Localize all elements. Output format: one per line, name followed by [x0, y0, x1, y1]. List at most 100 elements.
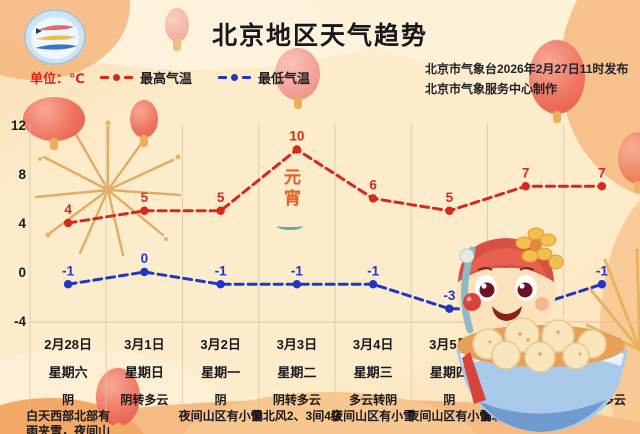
lantern-icon [130, 100, 158, 138]
day-date-label: 3月5日 [429, 337, 470, 352]
high-temp-point [140, 206, 149, 215]
day-weekday-label: 星期五 [506, 365, 546, 380]
low-temp-value-label: -1 [596, 263, 608, 278]
day-weekday-label: 星期三 [353, 365, 393, 380]
forecast-day-column: 3月1日星期日阴转多云 [106, 334, 182, 434]
high-temp-point [368, 194, 378, 203]
issue-line-1: 北京市气象台2026年2月27日11时发布 [425, 62, 629, 76]
forecast-day-column: 3月5日 星期四阴夜间山区有小雪 [407, 334, 491, 434]
page-title: 北京地区天气趋势 [211, 22, 428, 50]
forecast-day-column: 3月4日星期三多云转阴 夜间山区有小雪 [331, 334, 415, 434]
chart-legend: 最高气温 最低气温 [100, 68, 310, 87]
high-temp-value-label: 7 [598, 165, 606, 180]
day-detail-label: 偏北风2、3间4级 [479, 408, 572, 423]
forecast-day-column: 3月6日星期五阴转晴 偏北风2、3间4级 [480, 334, 572, 434]
legend-dash-icon [124, 76, 133, 79]
day-condition-label: 阴转多云 [120, 393, 169, 407]
day-date-label: 3月2日 [200, 337, 241, 352]
low-temp-value-label: -1 [367, 263, 379, 278]
high-temp-line [66, 147, 604, 225]
forecast-day-column: 3月2日星期一阴夜间山区有小雪 [179, 334, 263, 434]
day-condition-label: 阴 [443, 393, 456, 407]
forecast-table: 2月28日星期六阴白天西部北部有雨夹雪，夜间山区零星小雪3月1日星期日阴转多云3… [26, 334, 640, 434]
high-temp-point [63, 218, 73, 228]
y-tick-label: -4 [14, 314, 26, 329]
day-condition-label: 阴 [62, 393, 75, 407]
day-detail-label: 偏北风2、3间4级 [250, 408, 343, 423]
day-weekday-label: 星期一 [201, 365, 241, 380]
day-date-label: 3月3日 [276, 337, 318, 352]
day-date-label: 3月7日 [581, 337, 623, 352]
day-condition-label: 阴 [214, 393, 227, 407]
spoon-icon [459, 246, 481, 334]
high-temp-point [216, 206, 225, 215]
low-temp-value-label: -1 [291, 263, 303, 278]
y-tick-label: 12 [11, 118, 26, 133]
legend-label: 最低气温 [258, 71, 311, 86]
day-condition-label: 阴转晴 [507, 393, 544, 407]
day-weekday-label: 星期四 [429, 365, 469, 380]
low-temp-point [140, 267, 149, 277]
day-condition-label: 阴转多云 [272, 393, 321, 407]
legend-label: 最高气温 [140, 71, 193, 86]
day-condition-label: 多云转阴 [349, 393, 398, 407]
day-weekday-label: 星期六 [48, 365, 88, 380]
legend-dash-icon [100, 76, 109, 79]
low-temp-line [66, 270, 604, 311]
low-temp-point [292, 280, 302, 289]
fireworks-icon [34, 120, 182, 257]
legend-dash-icon [242, 76, 252, 79]
high-temp-value-label: 5 [217, 190, 225, 205]
high-temp-value-label: 6 [369, 178, 377, 193]
day-weekday-label: 星期二 [277, 365, 317, 380]
high-temp-value-label: 5 [446, 190, 454, 205]
high-temp-point [292, 145, 302, 154]
low-temp-point [445, 304, 454, 313]
high-temp-value-label: 7 [522, 165, 530, 180]
y-tick-label: 8 [18, 167, 26, 182]
legend-item-low-temp: 最低气温 [218, 68, 310, 87]
low-temp-value-label: -1 [62, 263, 74, 278]
low-temp-value-label: -1 [215, 263, 227, 278]
low-temp-point [368, 280, 378, 289]
day-detail-label: 白天西部北部有雨夹雪，夜间山区零星小雪 [26, 408, 111, 434]
y-tick-label: 4 [18, 216, 26, 231]
legend-dash-icon [218, 76, 228, 79]
day-date-label: 3月1日 [124, 337, 165, 352]
y-tick-label: 0 [18, 265, 26, 280]
wave-decor-icon [277, 222, 303, 230]
high-temp-point [521, 182, 530, 191]
issue-info: 北京市气象台2026年2月27日11时发布 北京市气象服务中心制作 [425, 60, 635, 100]
high-temp-value-label: 4 [64, 202, 72, 217]
low-temp-value-label: -3 [443, 288, 455, 303]
forecast-day-column: 3月3日星期二阴转多云 偏北风2、3间4级 [251, 334, 343, 434]
day-date-label: 2月28日 [44, 337, 92, 352]
day-weekday-label: 星期六 [582, 365, 622, 380]
low-temp-value-label: -3 [520, 288, 532, 303]
mascot-head [456, 238, 556, 340]
flower-icon [515, 227, 564, 270]
forecast-day-column: 3月7日星期六晴间多云 [564, 334, 640, 434]
logo-badge [24, 9, 86, 65]
high-temp-point [445, 206, 454, 215]
low-temp-point [216, 280, 225, 289]
day-condition-label: 晴间多云 [577, 393, 626, 407]
day-date-label: 3月6日 [505, 337, 546, 352]
day-detail-label: 夜间山区有小雪 [178, 408, 263, 423]
festival-text: 元宵 [281, 168, 300, 210]
legend-dot-icon [231, 74, 239, 81]
low-temp-point [63, 280, 73, 289]
day-detail-label: 夜间山区有小雪 [331, 408, 416, 423]
high-temp-point [597, 182, 607, 191]
legend-dot-icon [113, 74, 120, 81]
lantern-icon [23, 97, 85, 141]
low-temp-point [597, 280, 607, 289]
high-temp-value-label: 5 [141, 190, 149, 205]
day-weekday-label: 星期日 [124, 365, 164, 380]
legend-item-high-temp: 最高气温 [100, 68, 192, 87]
day-date-label: 3月4日 [352, 337, 394, 352]
low-temp-value-label: 0 [141, 251, 149, 266]
low-temp-point [521, 304, 530, 313]
